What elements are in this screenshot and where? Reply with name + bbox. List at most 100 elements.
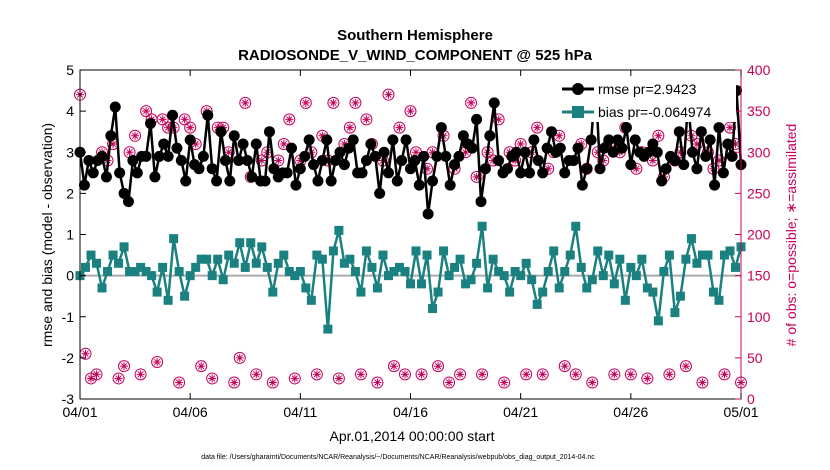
bias-point bbox=[593, 246, 603, 256]
rmse-point bbox=[440, 150, 452, 162]
obs-possible-marker bbox=[465, 96, 478, 109]
obs-assimilated-marker bbox=[158, 115, 167, 124]
bias-point bbox=[224, 250, 234, 260]
obs-possible-marker bbox=[398, 368, 411, 381]
obs-assimilated-marker bbox=[230, 378, 239, 387]
rmse-point bbox=[603, 134, 615, 146]
rmse-point bbox=[391, 175, 403, 187]
obs-possible-marker bbox=[327, 96, 340, 109]
obs-assimilated-marker bbox=[296, 156, 305, 165]
obs-count-point bbox=[679, 360, 692, 373]
obs-assimilated-marker bbox=[340, 140, 349, 149]
rmse-point bbox=[687, 146, 699, 158]
rmse-point bbox=[585, 134, 597, 146]
obs-assimilated-marker bbox=[318, 131, 327, 140]
rmse-point bbox=[171, 142, 183, 154]
obs-assimilated-marker bbox=[114, 374, 123, 383]
obs-assimilated-marker bbox=[714, 156, 723, 165]
bias-point bbox=[472, 258, 482, 268]
bias-point bbox=[284, 267, 294, 277]
obs-count-point bbox=[536, 368, 549, 381]
rmse-point bbox=[709, 179, 721, 191]
obs-assimilated-marker bbox=[120, 362, 129, 371]
rmse-point bbox=[409, 154, 421, 166]
rmse-point bbox=[449, 159, 461, 171]
obs-possible-marker bbox=[129, 129, 142, 142]
bias-point bbox=[516, 271, 526, 281]
y-axis-right-label: # of obs: o=possible; ∗=assimilated bbox=[783, 124, 799, 347]
rmse-point bbox=[382, 167, 394, 179]
bias-point bbox=[378, 250, 388, 260]
obs-assimilated-marker bbox=[208, 374, 217, 383]
rmse-point bbox=[541, 142, 553, 154]
rmse-point bbox=[356, 167, 368, 179]
bias-point bbox=[246, 238, 256, 248]
obs-count-point bbox=[354, 368, 367, 381]
obs-possible-marker bbox=[228, 376, 241, 389]
rmse-point bbox=[387, 134, 399, 146]
bias-point bbox=[604, 250, 614, 260]
rmse-point bbox=[250, 138, 262, 150]
rmse-point bbox=[268, 163, 280, 175]
obs-assimilated-marker bbox=[257, 156, 266, 165]
bias-point bbox=[483, 283, 493, 293]
rmse-point bbox=[360, 154, 372, 166]
obs-possible-marker bbox=[641, 372, 654, 385]
obs-count-point bbox=[696, 376, 709, 389]
bias-point bbox=[372, 283, 382, 293]
obs-assimilated-marker bbox=[665, 370, 674, 379]
rmse-point bbox=[519, 146, 531, 158]
bias-point bbox=[620, 295, 630, 305]
rmse-point bbox=[647, 138, 659, 150]
bias-point bbox=[510, 267, 520, 277]
bias-point bbox=[317, 254, 327, 264]
bias-point bbox=[339, 258, 349, 268]
bias-point bbox=[114, 258, 124, 268]
obs-count-point bbox=[134, 368, 147, 381]
x-tick-label: 04/11 bbox=[283, 404, 317, 420]
rmse-point bbox=[114, 167, 126, 179]
obs-count-point bbox=[443, 376, 456, 389]
rmse-point bbox=[105, 130, 117, 142]
obs-possible-marker bbox=[118, 360, 131, 373]
rmse-point bbox=[528, 134, 540, 146]
bias-point bbox=[505, 287, 515, 297]
y-right-tick-label: 350 bbox=[747, 103, 771, 119]
rmse-point bbox=[488, 97, 500, 109]
bias-point bbox=[499, 271, 509, 281]
bias-point bbox=[279, 250, 289, 260]
obs-assimilated-marker bbox=[428, 148, 437, 157]
x-tick-label: 04/01 bbox=[62, 404, 97, 420]
obs-assimilated-marker bbox=[461, 148, 470, 157]
bias-point bbox=[257, 242, 267, 252]
obs-assimilated-marker bbox=[571, 370, 580, 379]
obs-assimilated-marker bbox=[626, 370, 635, 379]
obs-assimilated-marker bbox=[252, 370, 261, 379]
obs-possible-marker bbox=[239, 96, 252, 109]
rmse-point bbox=[669, 154, 681, 166]
rmse-point bbox=[651, 146, 663, 158]
rmse-point bbox=[466, 142, 478, 154]
rmse-point bbox=[263, 126, 275, 138]
legend: rmse pr=2.9423 bias pr=-0.064974 bbox=[556, 76, 736, 122]
x-tick-label: 04/06 bbox=[173, 404, 208, 420]
rmse-point bbox=[153, 150, 165, 162]
axes-layer: 04/01 04/06 04/11 04/16 04/21 04/26 05/01 -3 -2 -… bbox=[62, 62, 771, 420]
rmse-point bbox=[717, 167, 729, 179]
rmse-point bbox=[237, 138, 249, 150]
obs-possible-marker bbox=[349, 96, 362, 109]
rmse-point bbox=[149, 171, 161, 183]
obs-count-point bbox=[465, 96, 478, 109]
bias-point bbox=[389, 267, 399, 277]
obs-count-point bbox=[558, 360, 571, 373]
obs-assimilated-marker bbox=[632, 164, 641, 173]
obs-assimilated-marker bbox=[142, 107, 151, 116]
rmse-point bbox=[100, 171, 112, 183]
bias-point bbox=[477, 221, 487, 231]
rmse-point bbox=[559, 167, 571, 179]
rmse-point bbox=[325, 175, 337, 187]
bias-point bbox=[273, 258, 283, 268]
rmse-point bbox=[568, 154, 580, 166]
obs-assimilated-marker bbox=[329, 98, 338, 107]
rmse-point bbox=[140, 150, 152, 162]
